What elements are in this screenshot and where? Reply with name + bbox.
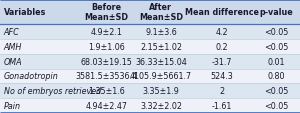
- Text: Gonadotropin: Gonadotropin: [4, 72, 58, 81]
- Text: 0.2: 0.2: [215, 42, 228, 51]
- Text: No of embryos retrieved: No of embryos retrieved: [4, 87, 101, 95]
- Text: 3.32±2.02: 3.32±2.02: [140, 101, 182, 110]
- Text: -31.7: -31.7: [212, 57, 232, 66]
- Bar: [0, 84, 300, 98]
- Text: 0.80: 0.80: [268, 72, 285, 81]
- Text: Mean difference: Mean difference: [185, 8, 259, 17]
- Text: AMH: AMH: [4, 42, 22, 51]
- Bar: [0, 25, 300, 40]
- Bar: [0, 69, 300, 84]
- Text: Pain: Pain: [4, 101, 21, 110]
- Text: 1.9±1.06: 1.9±1.06: [88, 42, 124, 51]
- Text: 4105.9±5661.7: 4105.9±5661.7: [130, 72, 192, 81]
- Text: <0.05: <0.05: [264, 101, 289, 110]
- Text: <0.05: <0.05: [264, 87, 289, 95]
- Text: 4.2: 4.2: [215, 28, 228, 37]
- Text: 3.35±1.9: 3.35±1.9: [142, 87, 179, 95]
- Bar: [0, 54, 300, 69]
- Text: <0.05: <0.05: [264, 42, 289, 51]
- Bar: [0, 40, 300, 54]
- Text: 2.15±1.02: 2.15±1.02: [140, 42, 182, 51]
- Text: 1.35±1.6: 1.35±1.6: [88, 87, 124, 95]
- Text: OMA: OMA: [4, 57, 22, 66]
- Text: Before
Mean±SD: Before Mean±SD: [84, 3, 128, 22]
- Text: 2: 2: [219, 87, 224, 95]
- Text: 9.1±3.6: 9.1±3.6: [145, 28, 177, 37]
- Text: -1.61: -1.61: [212, 101, 232, 110]
- Text: After
Mean±SD: After Mean±SD: [139, 3, 183, 22]
- Text: 4.94±2.47: 4.94±2.47: [85, 101, 127, 110]
- Text: p-value: p-value: [260, 8, 293, 17]
- Text: 68.03±19.15: 68.03±19.15: [80, 57, 132, 66]
- Text: Variables: Variables: [4, 8, 46, 17]
- Text: AFC: AFC: [4, 28, 20, 37]
- Text: 36.33±15.04: 36.33±15.04: [135, 57, 187, 66]
- Text: <0.05: <0.05: [264, 28, 289, 37]
- Text: 3581.5±3536.4: 3581.5±3536.4: [75, 72, 137, 81]
- Bar: [0, 98, 300, 113]
- Text: 524.3: 524.3: [211, 72, 233, 81]
- Bar: [0, 0, 300, 25]
- Text: 0.01: 0.01: [268, 57, 285, 66]
- Text: 4.9±2.1: 4.9±2.1: [90, 28, 122, 37]
